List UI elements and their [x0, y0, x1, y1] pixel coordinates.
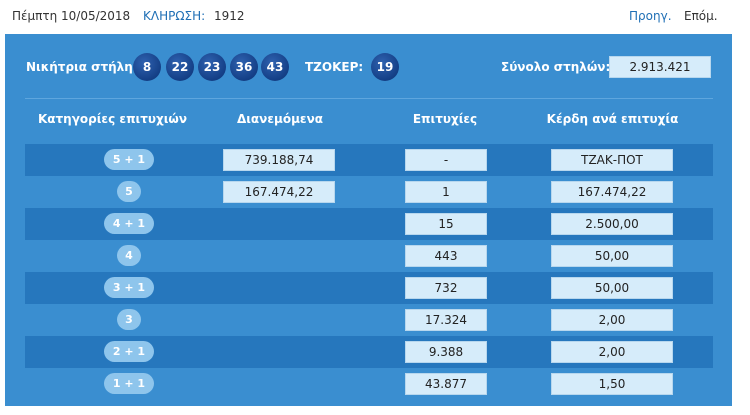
results-panel: Νικήτρια στήλη: 8 22 23 36 43 ΤΖΟΚΕΡ: 19…	[5, 34, 732, 406]
winning-number-ball: 8	[133, 53, 161, 81]
winners-value: 443	[405, 245, 487, 267]
winning-number-ball: 36	[230, 53, 258, 81]
joker-label: ΤΖΟΚΕΡ:	[305, 60, 364, 74]
category-pill: 1 + 1	[104, 373, 154, 394]
category-pill: 3	[117, 309, 141, 330]
next-link[interactable]: Επόμ.	[684, 9, 718, 23]
winners-value: 15	[405, 213, 487, 235]
winners-value: 732	[405, 277, 487, 299]
table-row: 3 + 1 732 50,00	[25, 272, 713, 304]
category-pill: 2 + 1	[104, 341, 154, 362]
category-pill: 5	[117, 181, 141, 202]
category-pill: 5 + 1	[104, 149, 154, 170]
winning-number-ball: 43	[261, 53, 289, 81]
table-row: 5 167.474,22 1 167.474,22	[25, 176, 713, 208]
winning-number-ball: 23	[198, 53, 226, 81]
gain-value: 1,50	[551, 373, 673, 395]
distributed-value: 739.188,74	[223, 149, 335, 171]
table-row: 3 17.324 2,00	[25, 304, 713, 336]
total-columns-value: 2.913.421	[609, 56, 711, 78]
draw-label: ΚΛΗΡΩΣΗ:	[143, 9, 206, 23]
table-row: 4 + 1 15 2.500,00	[25, 208, 713, 240]
previous-link[interactable]: Προηγ.	[629, 9, 672, 23]
table-row: 5 + 1 739.188,74 - ΤΖΑΚ-ΠΟΤ	[25, 144, 713, 176]
gain-value: ΤΖΑΚ-ΠΟΤ	[551, 149, 673, 171]
header-categories: Κατηγορίες επιτυχιών	[37, 112, 188, 126]
gain-value: 2.500,00	[551, 213, 673, 235]
gain-value: 50,00	[551, 245, 673, 267]
gain-value: 167.474,22	[551, 181, 673, 203]
distributed-value: 167.474,22	[223, 181, 335, 203]
winners-value: 9.388	[405, 341, 487, 363]
joker-ball: 19	[371, 53, 399, 81]
table-row: 2 + 1 9.388 2,00	[25, 336, 713, 368]
category-pill: 4 + 1	[104, 213, 154, 234]
total-columns-label: Σύνολο στηλών:	[501, 60, 611, 74]
header-winners: Επιτυχίες	[412, 112, 478, 126]
top-bar: Πέμπτη 10/05/2018 ΚΛΗΡΩΣΗ: 1912 Προηγ. Ε…	[0, 0, 750, 34]
winners-value: 1	[405, 181, 487, 203]
draw-number: 1912	[214, 9, 245, 23]
winning-column-label: Νικήτρια στήλη:	[26, 60, 138, 74]
divider	[25, 98, 713, 99]
table-row: 4 443 50,00	[25, 240, 713, 272]
winners-value: -	[405, 149, 487, 171]
header-distributed: Διανεμόμενα	[236, 112, 324, 126]
table-row: 1 + 1 43.877 1,50	[25, 368, 713, 400]
winning-number-ball: 22	[166, 53, 194, 81]
category-pill: 3 + 1	[104, 277, 154, 298]
category-pill: 4	[117, 245, 141, 266]
gain-value: 2,00	[551, 341, 673, 363]
winners-value: 43.877	[405, 373, 487, 395]
header-gain-per-winner: Κέρδη ανά επιτυχία	[546, 112, 679, 126]
draw-date: Πέμπτη 10/05/2018	[12, 9, 131, 23]
gain-value: 2,00	[551, 309, 673, 331]
gain-value: 50,00	[551, 277, 673, 299]
winners-value: 17.324	[405, 309, 487, 331]
